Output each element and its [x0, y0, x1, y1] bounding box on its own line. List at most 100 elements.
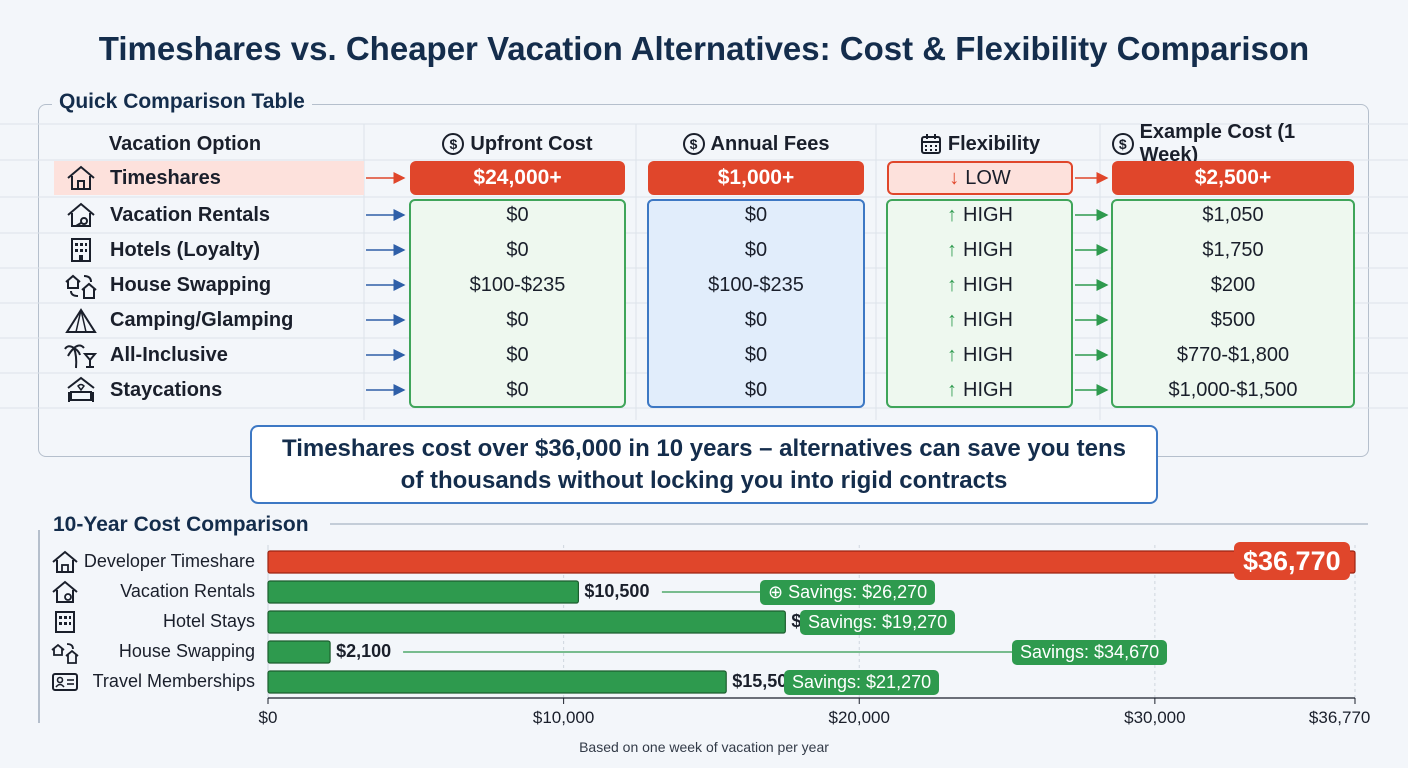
table-section-title: Quick Comparison Table: [52, 90, 312, 114]
upfront-cost-house-swapping: $100-$235: [469, 273, 566, 296]
bar-alternative: [267, 580, 580, 604]
annual-fees-timeshares: $1,000+: [648, 161, 864, 195]
option-label-house-swapping: House Swapping: [110, 274, 272, 296]
example-cost-timeshares: $2,500+: [1112, 161, 1354, 195]
example-cost-camping: $500: [1210, 308, 1256, 331]
house-swap-icon: [65, 274, 97, 299]
arrow-up-icon: ↑: [947, 238, 957, 261]
header-flexibility: Flexibility: [887, 130, 1073, 158]
upfront-cost-vacation-rentals: $0: [506, 203, 529, 226]
arrow-up-icon: ↑: [947, 203, 957, 226]
key-takeaway-callout: Timeshares cost over $36,000 in 10 years…: [250, 425, 1158, 504]
arrow-up-icon: ↑: [947, 308, 957, 331]
x-tick-label: $10,000: [532, 708, 595, 727]
flexibility-timeshares: ↓ LOW: [887, 161, 1073, 195]
calendar-icon: [920, 134, 941, 154]
upfront-alternatives-box: [409, 199, 626, 408]
bar-category-label: Vacation Rentals: [120, 581, 255, 601]
option-label-hotels: Hotels (Loyalty): [110, 239, 261, 261]
bar-category-label: Hotel Stays: [162, 611, 255, 631]
x-tick-label: $20,000: [828, 708, 890, 727]
arrow-down-icon: ↓: [949, 166, 960, 189]
chart-title: 10-Year Cost Comparison: [46, 513, 316, 537]
upfront-cost-staycations: $0: [506, 378, 529, 401]
header-vacation-option: Vacation Option: [108, 132, 262, 155]
upfront-cost-all-inclusive: $0: [506, 343, 529, 366]
home-couch-icon: [67, 376, 95, 402]
header-upfront-cost: $ Upfront Cost: [410, 130, 625, 158]
arrow-up-icon: ↑: [947, 273, 957, 296]
arrow-up-icon: ↑: [947, 378, 957, 401]
dollar-coin-icon: $: [442, 133, 465, 155]
savings-badge: ⊕ Savings: $26,270: [760, 580, 936, 605]
flexibility-hotels: ↑ HIGH: [947, 238, 1013, 261]
annual-fees-all-inclusive: $0: [744, 343, 768, 366]
page-title: Timeshares vs. Cheaper Vacation Alternat…: [98, 30, 1310, 67]
house-key-icon: [52, 580, 78, 603]
annual-fees-camping: $0: [744, 308, 768, 331]
timeshare-row-highlight: [54, 161, 364, 195]
bar-category-label: Developer Timeshare: [83, 551, 255, 571]
bar-value-label: $10,500: [584, 581, 650, 601]
example-cost-vacation-rentals: $1,050: [1202, 203, 1264, 226]
flexibility-house-swapping: ↑ HIGH: [947, 273, 1013, 296]
savings-badge: Savings: $34,670: [1012, 640, 1168, 665]
annual-fees-hotels: $0: [744, 238, 768, 261]
flexibility-all-inclusive: ↑ HIGH: [947, 343, 1013, 366]
upfront-cost-hotels: $0: [506, 238, 529, 261]
flexibility-alternatives-box: [886, 199, 1073, 408]
house-swap-icon: [51, 643, 79, 664]
example-cost-staycations: $1,000-$1,500: [1168, 378, 1298, 401]
flexibility-vacation-rentals: ↑ HIGH: [947, 203, 1013, 226]
x-tick-label: $36,770: [1308, 708, 1371, 727]
option-label-timeshares: Timeshares: [110, 167, 221, 189]
x-tick-label: $30,000: [1124, 708, 1186, 727]
tent-icon: [65, 308, 97, 333]
bar-value-label: $2,100: [336, 641, 392, 661]
hotel-building-icon: [55, 611, 75, 633]
house-key-icon: [67, 202, 95, 227]
id-card-icon: [52, 673, 78, 691]
bar-value-label: $15,500: [732, 671, 798, 691]
hotel-building-icon: [71, 238, 91, 262]
upfront-cost-camping: $0: [506, 308, 529, 331]
example-cost-hotels: $1,750: [1202, 238, 1264, 261]
house-icon: [67, 165, 95, 190]
x-tick-label: $0: [258, 708, 278, 727]
chart-frame-left: [38, 530, 40, 723]
flexibility-staycations: ↑ HIGH: [947, 378, 1013, 401]
bar-category-label: Travel Memberships: [92, 671, 255, 691]
savings-badge: Savings: $21,270: [784, 670, 940, 695]
option-label-vacation-rentals: Vacation Rentals: [110, 204, 271, 226]
bar-category-label: House Swapping: [118, 641, 255, 661]
savings-badge: Savings: $19,270: [800, 610, 956, 635]
bar-timeshare: [267, 550, 1356, 574]
timeshare-total-badge: $36,770: [1234, 542, 1350, 580]
header-example-cost: $ Example Cost (1 Week): [1112, 121, 1354, 166]
flexibility-camping: ↑ HIGH: [947, 308, 1013, 331]
example-cost-all-inclusive: $770-$1,800: [1176, 343, 1290, 366]
example-cost-house-swapping: $200: [1210, 273, 1256, 296]
annual-fees-house-swapping: $100-$235: [708, 273, 804, 296]
bar-alternative: [267, 610, 786, 634]
upfront-cost-timeshares: $24,000+: [410, 161, 625, 195]
option-label-camping: Camping/Glamping: [110, 309, 294, 331]
dollar-coin-icon: $: [1112, 133, 1134, 155]
house-icon: [52, 550, 78, 573]
header-annual-fees: $ Annual Fees: [648, 130, 864, 158]
annual-fees-vacation-rentals: $0: [744, 203, 768, 226]
palm-cocktail-icon: [64, 344, 98, 369]
annual-fees-staycations: $0: [744, 378, 768, 401]
annual-alternatives-box: [647, 199, 865, 408]
bar-alternative: [267, 670, 727, 694]
chart-footnote: Based on one week of vacation per year: [579, 739, 829, 755]
option-label-all-inclusive: All-Inclusive: [110, 344, 228, 366]
option-label-staycations: Staycations: [110, 379, 223, 401]
bar-alternative: [267, 640, 331, 664]
example-alternatives-box: [1111, 199, 1355, 408]
arrow-up-icon: ↑: [947, 343, 957, 366]
dollar-coin-icon: $: [682, 133, 705, 155]
